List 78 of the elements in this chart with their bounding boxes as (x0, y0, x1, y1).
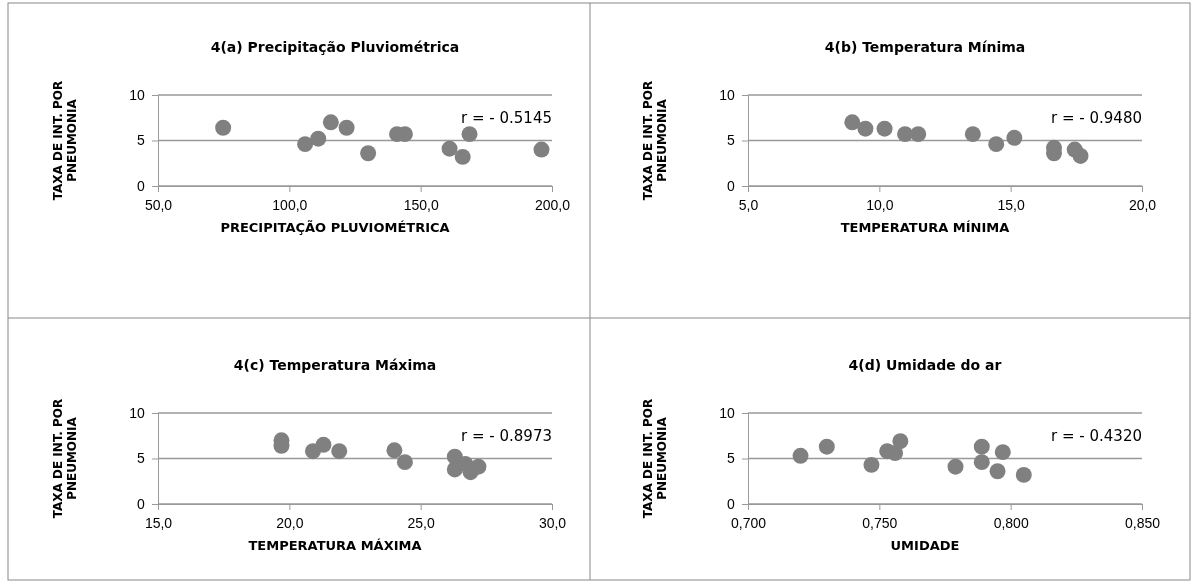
x-axis-title: TEMPERATURA MÍNIMA (840, 220, 1010, 235)
point (973, 454, 990, 471)
x-tick-label: 200,0 (534, 197, 571, 214)
chart-title: 4(a) Precipitação Pluviométrica (210, 39, 460, 55)
x-tick-label: 0,800 (993, 515, 1029, 532)
point (454, 148, 471, 165)
point (1015, 466, 1032, 483)
x-axis-title: UMIDADE (890, 538, 960, 553)
point (973, 438, 990, 455)
point (533, 141, 550, 158)
y-tick-label: 5 (727, 450, 735, 467)
y-axis-title: TAXA DE INT. POR PNEUMONIA (51, 398, 80, 519)
x-tick-label: 5,0 (738, 197, 759, 214)
point (994, 444, 1011, 461)
x-tick-label: 50,0 (144, 197, 173, 214)
chart-title: 4(c) Temperatura Máxima (233, 357, 437, 373)
y-tick-label: 10 (129, 404, 146, 421)
point (322, 114, 339, 131)
y-tick-label: 10 (129, 86, 146, 103)
y-tick-label: 0 (727, 177, 735, 194)
y-tick-label: 5 (137, 132, 145, 149)
point (964, 126, 981, 143)
annotation: r = - 0.9480 (1051, 109, 1142, 127)
point (386, 442, 403, 459)
point (331, 443, 348, 460)
x-tick-label: 20,0 (1128, 197, 1157, 214)
point (470, 458, 487, 475)
x-tick-label: 25,0 (407, 515, 435, 532)
x-axis-title: TEMPERATURA MÁXIMA (248, 538, 422, 553)
x-tick-label: 20,0 (276, 515, 304, 532)
point (441, 140, 458, 157)
point (315, 436, 332, 453)
point (1006, 129, 1023, 146)
x-tick-label: 0,700 (730, 515, 767, 532)
point (396, 454, 413, 471)
chart-title: 4(d) Umidade do ar (848, 357, 1002, 373)
point (876, 120, 893, 137)
point (818, 438, 835, 455)
x-tick-label: 15,0 (997, 197, 1025, 214)
x-tick-label: 0,750 (862, 515, 898, 532)
y-tick-label: 10 (719, 404, 736, 421)
y-tick-label: 0 (727, 495, 735, 512)
point (989, 463, 1006, 480)
point (310, 130, 327, 147)
annotation: r = - 0.5145 (461, 109, 552, 127)
x-tick-label: 15,0 (144, 515, 173, 532)
chart-title: 4(b) Temperatura Mínima (824, 39, 1026, 55)
annotation: r = - 0.8973 (461, 427, 552, 445)
x-tick-label: 30,0 (538, 515, 567, 532)
x-axis-title: PRECIPITAÇÃO PLUVIOMÉTRICA (220, 220, 450, 235)
y-tick-label: 5 (137, 450, 145, 467)
point (988, 136, 1005, 153)
x-tick-label: 100,0 (272, 197, 308, 214)
y-tick-label: 10 (719, 86, 736, 103)
annotation: r = - 0.4320 (1051, 427, 1142, 445)
point (297, 136, 314, 153)
point (892, 433, 909, 450)
x-tick-label: 150,0 (403, 197, 439, 214)
y-axis-title: TAXA DE INT. POR PNEUMONIA (641, 398, 670, 519)
point (215, 119, 232, 136)
point (844, 114, 861, 131)
y-tick-label: 0 (137, 495, 145, 512)
point (360, 145, 377, 162)
y-tick-label: 5 (727, 132, 735, 149)
point (338, 119, 355, 136)
point (857, 120, 874, 137)
y-axis-title: TAXA DE INT. POR PNEUMONIA (51, 80, 80, 201)
x-tick-label: 0,850 (1124, 515, 1161, 532)
point (910, 126, 927, 143)
y-tick-label: 0 (137, 177, 145, 194)
y-axis-title: TAXA DE INT. POR PNEUMONIA (641, 80, 670, 201)
point (461, 126, 478, 143)
point (1072, 148, 1089, 164)
point (897, 126, 914, 143)
x-tick-label: 10,0 (866, 197, 894, 214)
point (947, 458, 964, 475)
point (792, 447, 809, 464)
point (863, 456, 880, 473)
